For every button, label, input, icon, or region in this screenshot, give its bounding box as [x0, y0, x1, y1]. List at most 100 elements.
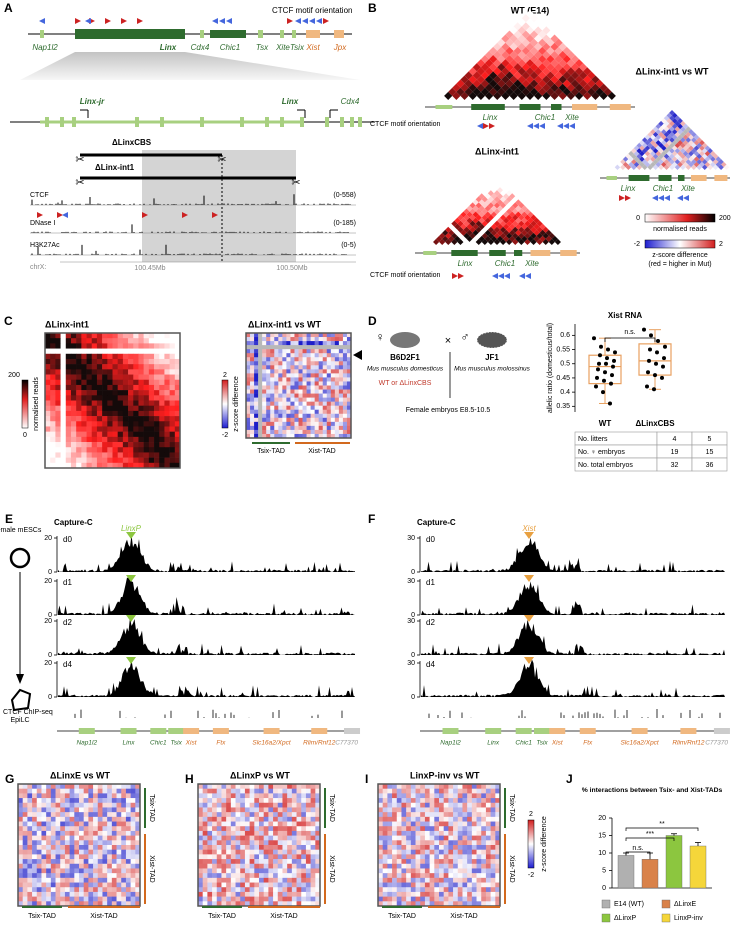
heatmap-cell	[453, 826, 458, 831]
heatmap-cell	[467, 883, 472, 888]
heatmap-cell	[297, 878, 302, 883]
heatmap-cell	[27, 878, 32, 883]
heatmap-cell	[98, 793, 103, 798]
heatmap-cell	[258, 337, 262, 341]
heatmap-cell	[286, 365, 290, 369]
heatmap-cell	[254, 422, 258, 426]
motif-arrow	[219, 18, 225, 24]
heatmap-cell	[144, 359, 149, 364]
heatmap-cell	[397, 836, 402, 841]
heatmap-cell	[88, 840, 93, 845]
heatmap-cell	[118, 406, 123, 411]
heatmap-cell	[92, 432, 97, 437]
heatmap-cell	[278, 883, 283, 888]
y-tick-label: 30	[407, 660, 415, 667]
heatmap-cell	[46, 887, 51, 892]
gene	[560, 250, 577, 256]
heatmap-cell	[343, 410, 347, 414]
heatmap-cell	[112, 836, 117, 841]
motif-arrow	[498, 273, 504, 279]
data-point	[606, 348, 610, 352]
heatmap-cell	[231, 803, 236, 808]
heatmap-cell	[37, 850, 42, 855]
heatmap-cell	[297, 807, 302, 812]
viewpoint-marker	[524, 532, 534, 539]
heatmap-cell	[331, 406, 335, 410]
heatmap-cell	[444, 868, 449, 873]
heatmap-cell	[159, 416, 164, 421]
bar	[642, 859, 658, 888]
heatmap-cell	[448, 836, 453, 841]
heatmap-cell	[331, 402, 335, 406]
gene	[150, 728, 166, 734]
exon	[340, 117, 344, 127]
heatmap-cell	[81, 401, 86, 406]
heatmap-cell	[231, 831, 236, 836]
y-tick-label: 0	[411, 652, 415, 659]
heatmap-cell	[282, 377, 286, 381]
heatmap-cell	[121, 826, 126, 831]
heatmap-cell	[416, 878, 421, 883]
heatmap-cell	[61, 432, 66, 437]
heatmap-cell	[323, 357, 327, 361]
heatmap-cell	[138, 437, 143, 442]
heatmap-cell	[411, 831, 416, 836]
heatmap-cell	[262, 353, 266, 357]
heatmap-cell	[76, 401, 81, 406]
gene	[659, 175, 672, 181]
heatmap-cell	[118, 395, 123, 400]
heatmap-cell	[217, 864, 222, 869]
heatmap-cell	[81, 390, 86, 395]
motif-arrow	[557, 123, 563, 129]
heatmap-cell	[133, 333, 138, 338]
heatmap-cell	[331, 353, 335, 357]
heatmap-cell	[448, 807, 453, 812]
heatmap-cell	[79, 789, 84, 794]
heatmap-cell	[159, 343, 164, 348]
heatmap-cell	[268, 840, 273, 845]
heatmap-cell	[88, 807, 93, 812]
data-point	[592, 336, 596, 340]
heatmap-cell	[282, 864, 287, 869]
heatmap-cell	[102, 817, 107, 822]
heatmap-cell	[411, 892, 416, 897]
heatmap-cell	[121, 887, 126, 892]
heatmap-cell	[123, 426, 128, 431]
heatmap-cell	[131, 878, 136, 883]
heatmap-cell	[292, 859, 297, 864]
heatmap-cell	[301, 817, 306, 822]
heatmap-cell	[60, 836, 65, 841]
heatmap-cell	[117, 840, 122, 845]
heatmap-cell	[226, 864, 231, 869]
heatmap-cell	[65, 798, 70, 803]
heatmap-cell	[45, 369, 50, 374]
heatmap-cell	[92, 354, 97, 359]
heatmap-cell	[76, 369, 81, 374]
heatmap-cell	[250, 798, 255, 803]
heatmap-cell	[23, 789, 28, 794]
day-label: d0	[63, 535, 72, 544]
heatmap-cell	[274, 430, 278, 434]
heatmap-cell	[262, 377, 266, 381]
heatmap-cell	[282, 365, 286, 369]
heatmap-cell	[453, 831, 458, 836]
heatmap-cell	[45, 338, 50, 343]
heatmap-cell	[335, 402, 339, 406]
heatmap-cell	[315, 365, 319, 369]
heatmap-cell	[467, 868, 472, 873]
heatmap-cell	[278, 789, 283, 794]
heatmap-cell	[102, 375, 107, 380]
heatmap-cell	[491, 873, 496, 878]
heatmap-cell	[65, 883, 70, 888]
heatmap-cell	[434, 840, 439, 845]
heatmap-cell	[217, 812, 222, 817]
heatmap-cell	[462, 892, 467, 897]
heatmap-cell	[126, 793, 131, 798]
heatmap-cell	[254, 826, 259, 831]
heatmap-cell	[45, 437, 50, 442]
heatmap-cell	[23, 873, 28, 878]
heatmap-cell	[319, 369, 323, 373]
heatmap-cell	[113, 406, 118, 411]
heatmap-cell	[278, 398, 282, 402]
heatmap-cell	[37, 878, 42, 883]
